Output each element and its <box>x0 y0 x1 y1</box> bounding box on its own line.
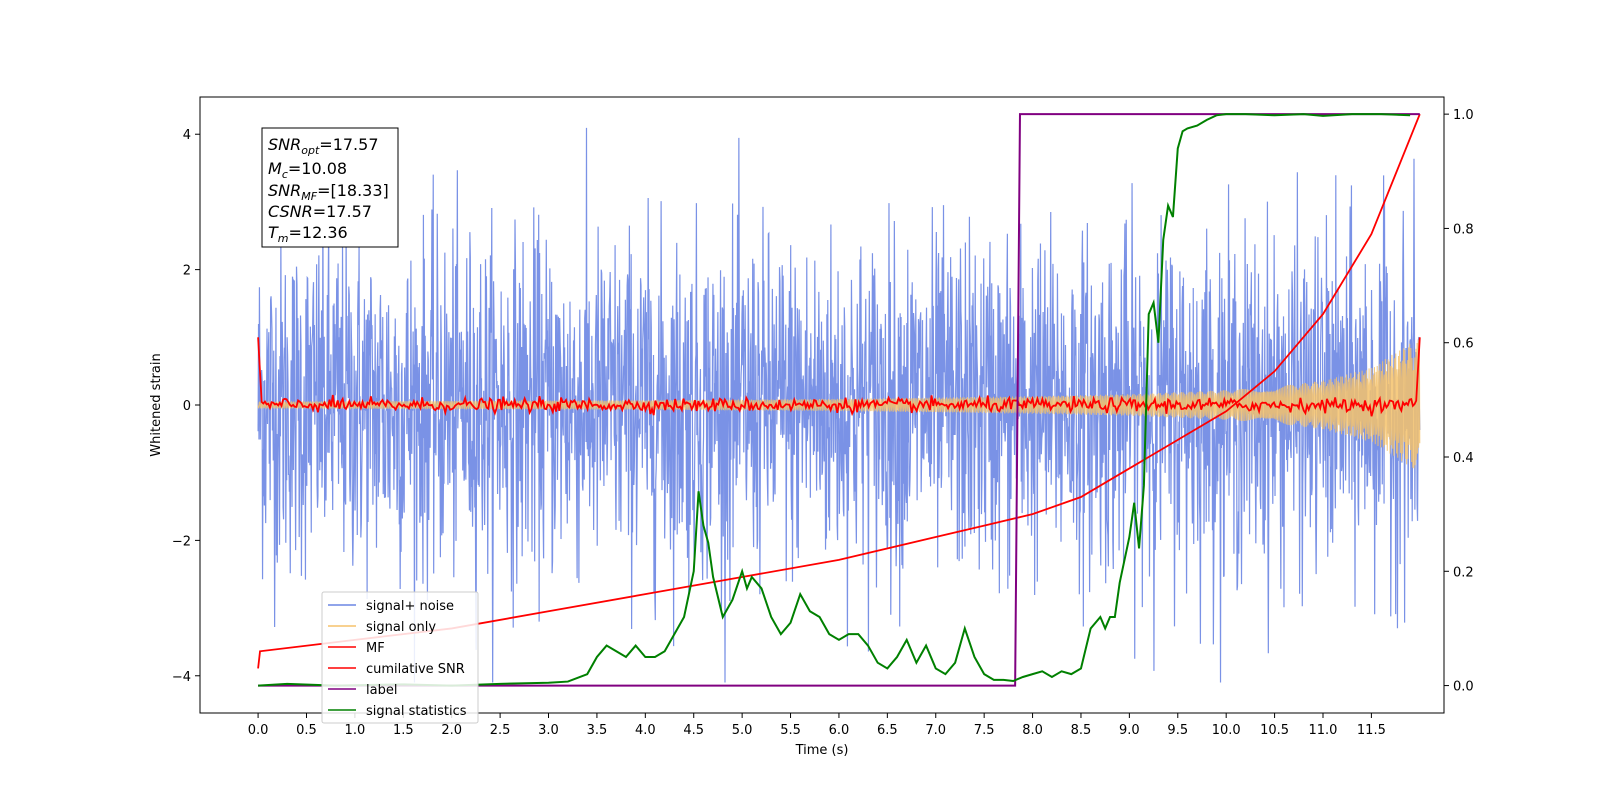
y-left-tick-label: −4 <box>172 670 191 685</box>
x-axis: 0.0 0.5 1.0 1.5 2.0 2.5 3.0 3.5 4.0 4.5 5.0 5.5 6.0 6… <box>248 713 1386 738</box>
x-tick-label: 9.5 <box>1167 723 1188 738</box>
annotation-csnr: CSNR=17.57 <box>268 202 372 221</box>
x-tick-label: 0.5 <box>296 723 317 738</box>
y-right-tick-label: 1.0 <box>1453 108 1474 123</box>
x-tick-label: 3.5 <box>587 723 608 738</box>
y-right-tick-label: 0.6 <box>1453 337 1474 352</box>
y-left-tick-label: −2 <box>172 534 191 549</box>
legend-label-mf: MF <box>366 641 385 656</box>
legend-label-cumilative-snr: cumilative SNR <box>366 662 465 677</box>
series-signal-noise <box>257 127 1421 683</box>
x-tick-label: 2.0 <box>441 723 462 738</box>
annotation-tm: Tm=12.36 <box>268 223 348 245</box>
y-right-tick-label: 0.4 <box>1453 451 1474 466</box>
x-tick-label: 4.5 <box>683 723 704 738</box>
x-tick-label: 5.0 <box>732 723 753 738</box>
x-tick-label: 1.0 <box>345 723 366 738</box>
legend-label-signal-statistics: signal statistics <box>366 704 467 719</box>
y-right-tick-label: 0.8 <box>1453 222 1474 237</box>
x-tick-label: 0.0 <box>248 723 269 738</box>
y-right-tick-label: 0.0 <box>1453 680 1474 695</box>
legend-label-signal-noise: signal+ noise <box>366 599 454 614</box>
annotation-snr-mf: SNRMF=[18.33] <box>268 181 389 203</box>
annotation-box: SNRopt=17.57 Mc=10.08 SNRMF=[18.33] CSNR… <box>261 127 399 248</box>
x-tick-label: 10.0 <box>1212 723 1241 738</box>
y-axis-label: Whitened strain <box>149 353 164 456</box>
y-axis-right: 1.0 0.8 0.6 0.4 0.2 0.0 <box>1444 108 1474 695</box>
x-tick-label: 9.0 <box>1119 723 1140 738</box>
series-mf <box>257 337 1421 417</box>
x-tick-label: 1.5 <box>393 723 414 738</box>
x-tick-label: 8.0 <box>1022 723 1043 738</box>
y-right-tick-label: 0.2 <box>1453 565 1474 580</box>
x-tick-label: 7.5 <box>974 723 995 738</box>
x-tick-label: 7.0 <box>925 723 946 738</box>
x-tick-label: 6.0 <box>829 723 850 738</box>
y-left-tick-label: 2 <box>183 264 191 279</box>
x-tick-label: 10.5 <box>1260 723 1289 738</box>
x-tick-label: 11.0 <box>1309 723 1338 738</box>
legend: signal+ noise signal only MF cumilative … <box>321 591 479 724</box>
y-left-tick-label: 0 <box>183 399 191 414</box>
legend-label-signal-only: signal only <box>366 620 436 635</box>
series-signal-statistics <box>258 113 1411 687</box>
y-left-tick-label: 4 <box>183 128 191 143</box>
x-tick-label: 8.5 <box>1071 723 1092 738</box>
x-tick-label: 3.0 <box>538 723 559 738</box>
x-tick-label: 6.5 <box>877 723 898 738</box>
legend-label-label: label <box>366 683 397 698</box>
x-tick-label: 2.5 <box>490 723 511 738</box>
y-axis-left: 4 2 0 −2 −4 <box>172 128 200 685</box>
x-tick-label: 11.5 <box>1357 723 1386 738</box>
x-tick-label: 4.0 <box>635 723 656 738</box>
annotation-snr-opt: SNRopt=17.57 <box>268 135 379 157</box>
annotation-mc: Mc=10.08 <box>268 159 347 181</box>
x-tick-label: 5.5 <box>780 723 801 738</box>
x-axis-label: Time (s) <box>795 743 849 758</box>
